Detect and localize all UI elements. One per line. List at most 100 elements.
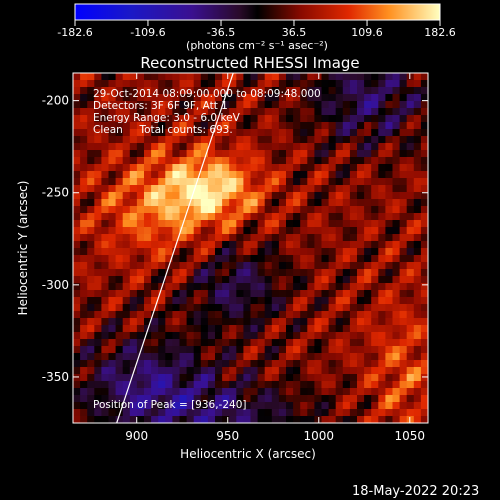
heatmap-cell [257,87,266,95]
heatmap-cell [257,402,266,410]
heatmap-cell [151,192,159,200]
heatmap-cell [278,108,287,116]
heatmap-cell [349,164,358,172]
heatmap-cell [286,122,294,130]
heatmap-cell [342,94,351,102]
heatmap-cell [250,122,259,130]
heatmap-cell [165,136,173,144]
heatmap-cell [236,136,244,144]
heatmap-cell [250,318,259,326]
heatmap-cell [413,381,422,389]
heatmap-cell [229,122,237,130]
heatmap-cell [264,178,273,186]
heatmap-cell [101,115,109,123]
heatmap-cell [406,143,415,151]
heatmap-cell [115,157,124,165]
heatmap-cell [186,115,195,123]
heatmap-cell [129,164,138,172]
heatmap-cell [406,248,415,256]
heatmap-cell [243,374,251,382]
heatmap-cell [215,283,223,291]
heatmap-cell [243,283,251,291]
heatmap-cell [215,199,223,207]
heatmap-cell [364,283,372,291]
heatmap-cell [158,122,166,130]
heatmap-cell [257,199,266,207]
heatmap-cell [271,283,280,291]
heatmap-cell [385,276,393,284]
heatmap-cell [385,80,393,88]
heatmap-cell [229,234,237,242]
heatmap-cell [94,227,102,235]
heatmap-cell [158,290,166,298]
annotation-time-range: 29-Oct-2014 08:09:00.000 to 08:09:48.000 [93,88,321,100]
heatmap-cell [243,108,251,116]
heatmap-cell [80,136,88,144]
heatmap-cell [101,101,109,109]
heatmap-cell [243,311,251,319]
heatmap-cell [392,178,401,186]
heatmap-cell [108,374,117,382]
heatmap-cell [80,129,88,137]
heatmap-cell [179,262,188,270]
heatmap-cell [207,402,216,410]
heatmap-cell [73,276,81,284]
heatmap-cell [378,409,386,417]
solar-limb-line [116,73,234,423]
heatmap-cell [335,164,344,172]
heatmap-cell [151,115,159,123]
heatmap-cell [385,388,393,396]
heatmap-cell [222,255,230,263]
heatmap-cell [335,136,344,144]
heatmap-cell [342,381,351,389]
heatmap-cell [151,122,159,130]
heatmap-cell [122,402,131,410]
heatmap-cell [314,381,322,389]
heatmap-cell [406,262,415,270]
heatmap-cell [399,360,408,368]
heatmap-cell [342,332,351,340]
heatmap-cell [392,220,401,228]
heatmap-cell [136,262,145,270]
heatmap-cell [378,199,386,207]
heatmap-cell [200,395,209,403]
heatmap-cell [293,143,301,151]
heatmap-cell [158,185,166,193]
heatmap-cell [222,409,230,417]
heatmap-cell [87,374,95,382]
heatmap-cell [87,150,95,158]
heatmap-cell [129,395,138,403]
heatmap-cell [179,381,188,389]
heatmap-cell [144,129,152,137]
heatmap-cell [300,255,308,263]
heatmap-cell [151,227,159,235]
heatmap-cell [399,325,408,333]
heatmap-cell [200,269,209,277]
heatmap-cell [172,374,180,382]
heatmap-cell [207,353,216,361]
heatmap-cell [222,353,230,361]
heatmap-cell [101,80,109,88]
heatmap-cell [406,339,415,347]
heatmap-cell [385,185,393,193]
heatmap-cell [271,73,280,81]
heatmap-cell [328,346,337,354]
heatmap-cell [115,374,124,382]
heatmap-cell [101,346,109,354]
heatmap-cell [136,409,145,417]
heatmap-cell [215,276,223,284]
heatmap-cell [151,157,159,165]
heatmap-cell [321,157,330,165]
heatmap-cell [371,171,379,179]
heatmap-cell [172,206,180,214]
heatmap-cell [73,227,81,235]
heatmap-cell [286,192,294,200]
heatmap-cell [314,402,322,410]
heatmap-cell [357,297,365,305]
heatmap-cell [87,395,95,403]
heatmap-cell [94,122,102,130]
heatmap-cell [80,241,88,249]
heatmap-cell [264,80,273,88]
heatmap-cell [200,143,209,151]
heatmap-cell [378,311,386,319]
